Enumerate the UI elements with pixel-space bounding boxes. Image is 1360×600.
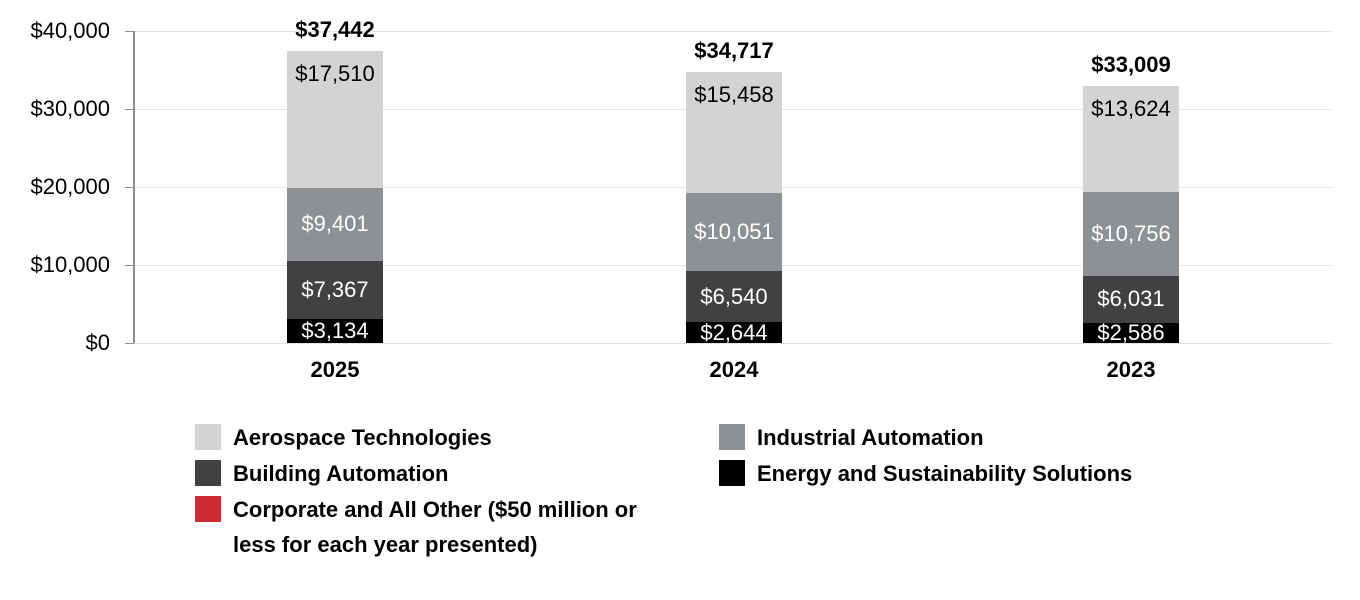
y-tick-label: $0 [85, 330, 110, 355]
segment-value-label: $17,510 [295, 61, 375, 87]
bar-segment: $10,051 [686, 192, 782, 272]
legend-item: Energy and Sustainability Solutions [719, 456, 1132, 491]
legend-item: Industrial Automation [719, 420, 1132, 455]
chart-legend: Aerospace Technologies Industrial Automat… [195, 420, 1132, 562]
bar-segment: $3,134 [287, 317, 383, 343]
bar-segment: $2,586 [1083, 319, 1179, 345]
legend-swatch [719, 424, 745, 450]
legend-item: Aerospace Technologies [195, 420, 719, 455]
legend-label: Aerospace Technologies [233, 425, 492, 450]
bar-segment: $13,624 [1083, 85, 1179, 192]
legend-item: Corporate and All Other ($50 million or … [195, 492, 719, 562]
x-category-label: 2025 [310, 357, 360, 382]
y-axis-tick [125, 343, 134, 344]
legend-label: Corporate and All Other ($50 million or … [233, 497, 637, 557]
y-tick-label: $10,000 [30, 252, 110, 277]
legend-item: Building Automation [195, 456, 719, 491]
bar-segment: $7,367 [287, 261, 383, 319]
legend-swatch [195, 496, 221, 522]
segment-value-label: $6,540 [700, 283, 768, 309]
y-axis-line [133, 31, 135, 343]
y-tick-label: $20,000 [30, 174, 110, 199]
bar-total-label: $33,009 [1091, 51, 1171, 77]
legend-swatch [195, 424, 221, 450]
gridline [134, 31, 1332, 32]
legend-label: Industrial Automation [757, 425, 984, 450]
segment-value-label: $2,644 [700, 319, 768, 345]
bar-segment: $9,401 [287, 187, 383, 262]
segment-value-label: $13,624 [1091, 95, 1171, 121]
y-axis-tick [125, 31, 134, 32]
bar-segment: $17,510 [287, 51, 383, 188]
bar-segment: $6,540 [686, 271, 782, 323]
bar-segment: $2,644 [686, 319, 782, 345]
segment-value-label: $10,756 [1091, 220, 1171, 246]
bar-segment: $15,458 [686, 72, 782, 193]
legend-swatch [719, 460, 745, 486]
y-tick-label: $30,000 [30, 96, 110, 121]
legend-label: Building Automation [233, 461, 449, 486]
gridline [134, 343, 1332, 344]
segment-value-label: $7,367 [301, 276, 369, 302]
x-category-label: 2024 [709, 357, 759, 382]
bar-total-label: $37,442 [295, 17, 375, 43]
bar-total-label: $34,717 [694, 38, 774, 64]
bar-segment: $10,756 [1083, 191, 1179, 276]
segment-value-label: $15,458 [694, 82, 774, 108]
y-axis-tick [125, 109, 134, 110]
y-axis-tick [125, 187, 134, 188]
y-tick-label: $40,000 [30, 18, 110, 43]
legend-label: Energy and Sustainability Solutions [757, 461, 1133, 486]
segment-value-label: $6,031 [1097, 286, 1165, 312]
x-category-label: 2023 [1106, 357, 1156, 382]
y-axis-tick [125, 265, 134, 266]
segment-value-label: $2,586 [1097, 319, 1165, 345]
segment-value-label: $9,401 [301, 211, 369, 237]
legend-swatch [195, 460, 221, 486]
segment-value-label: $10,051 [694, 219, 774, 245]
bar-segment: $6,031 [1083, 275, 1179, 323]
segment-value-label: $3,134 [301, 317, 369, 343]
